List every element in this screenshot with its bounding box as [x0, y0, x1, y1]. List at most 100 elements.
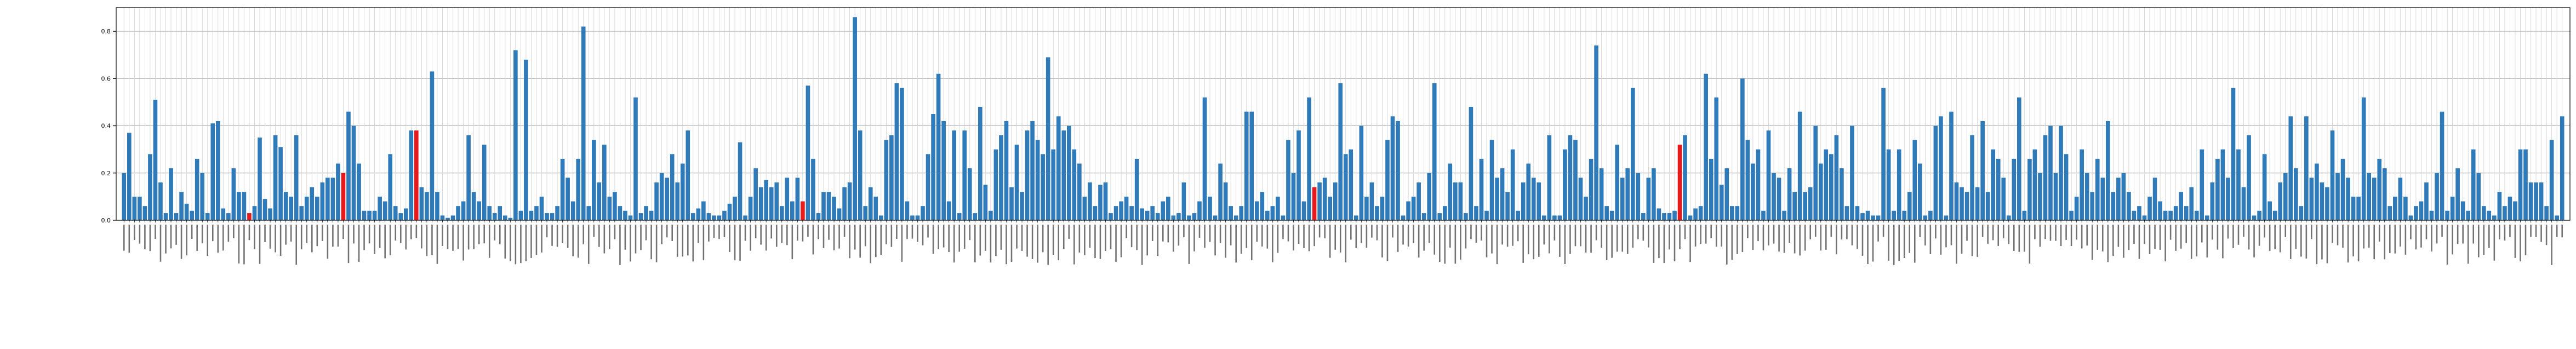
x-tick-label-placeholder	[1115, 225, 1117, 262]
x-tick-label-placeholder	[1590, 225, 1592, 253]
x-tick-label-placeholder	[1366, 225, 1368, 248]
x-tick-label-placeholder	[149, 225, 151, 251]
x-tick-label-placeholder	[2410, 225, 2412, 239]
x-tick-label-placeholder	[2237, 225, 2240, 245]
bar	[2419, 201, 2424, 220]
bar	[586, 206, 591, 220]
x-tick-label-placeholder	[802, 225, 804, 242]
bar	[2084, 173, 2089, 220]
x-tick-label-placeholder	[1094, 225, 1096, 259]
x-tick-label-placeholder	[1705, 225, 1707, 244]
bar	[2022, 210, 2027, 220]
bar	[1364, 196, 1369, 220]
x-tick-label-placeholder	[938, 225, 939, 249]
x-tick-label-placeholder	[1105, 225, 1106, 251]
x-tick-label-placeholder	[786, 225, 788, 245]
x-tick-label-placeholder	[1120, 225, 1122, 258]
bar	[1552, 215, 1557, 220]
x-tick-label-placeholder	[713, 225, 715, 238]
bar	[174, 213, 179, 220]
x-tick-label-placeholder	[1058, 225, 1060, 261]
bar	[158, 182, 163, 220]
x-tick-label-placeholder	[896, 225, 898, 239]
x-tick-label-placeholder	[1272, 225, 1273, 262]
bar	[1004, 121, 1009, 220]
bar	[1401, 215, 1406, 220]
x-tick-label-placeholder	[467, 225, 470, 250]
y-tick-label: 0.2	[101, 170, 111, 177]
x-tick-label-placeholder	[1559, 225, 1561, 257]
x-tick-label-placeholder	[870, 225, 872, 264]
x-tick-label-placeholder	[1971, 225, 1973, 256]
bar	[1526, 163, 1531, 220]
bar	[1093, 206, 1098, 220]
x-tick-label-placeholder	[2342, 225, 2344, 248]
bar	[2497, 192, 2502, 220]
x-tick-label-placeholder	[770, 225, 773, 239]
bar	[1276, 196, 1280, 220]
x-tick-label-placeholder	[316, 225, 318, 247]
bar	[2450, 196, 2455, 220]
y-tick-label: 0.4	[101, 123, 111, 130]
bar	[2523, 149, 2528, 220]
x-tick-label-placeholder	[1063, 225, 1065, 249]
x-tick-label-placeholder	[1799, 225, 1801, 256]
x-tick-label-placeholder	[1261, 225, 1263, 247]
bar	[2528, 182, 2533, 220]
bar	[1396, 121, 1400, 220]
x-tick-label-placeholder	[2305, 225, 2307, 259]
bar	[1531, 178, 1536, 220]
bar	[1594, 45, 1598, 220]
x-tick-label-placeholder	[650, 225, 652, 260]
x-tick-label-placeholder	[729, 225, 730, 252]
bar	[2382, 168, 2387, 220]
bar	[1923, 215, 1928, 220]
bar	[1672, 210, 1677, 220]
bar	[1745, 140, 1750, 220]
x-tick-label-placeholder	[671, 225, 673, 242]
bar	[1892, 210, 1896, 220]
bar	[1218, 163, 1223, 220]
x-tick-label-placeholder	[2101, 225, 2104, 251]
x-tick-label-placeholder	[1402, 225, 1404, 245]
bar	[2116, 178, 2121, 220]
bar	[148, 154, 152, 220]
x-tick-label-placeholder	[1178, 225, 1180, 246]
bar	[1657, 208, 1661, 220]
x-tick-label-placeholder	[1961, 225, 1963, 254]
x-tick-label-placeholder	[2133, 225, 2135, 244]
bar	[262, 199, 267, 220]
bar	[1630, 88, 1635, 220]
x-tick-label-placeholder	[598, 225, 600, 247]
bar	[2544, 206, 2549, 220]
bar	[367, 210, 372, 220]
x-tick-label-placeholder	[760, 225, 762, 245]
bar	[717, 215, 722, 220]
x-tick-label-placeholder	[1626, 225, 1629, 254]
bar	[1557, 215, 1562, 220]
x-tick-label-placeholder	[1021, 225, 1023, 251]
x-tick-label-placeholder	[927, 225, 929, 238]
bar	[1375, 206, 1379, 220]
bar	[1813, 125, 1818, 220]
x-tick-label-placeholder	[2044, 225, 2046, 239]
x-tick-label-placeholder	[332, 225, 334, 247]
x-tick-label-placeholder	[1386, 225, 1389, 261]
x-tick-label-placeholder	[932, 225, 934, 254]
x-tick-label-placeholder	[337, 225, 339, 247]
bar	[878, 215, 883, 220]
bar	[905, 201, 910, 220]
bar	[2549, 140, 2554, 220]
bar	[1155, 213, 1160, 220]
x-tick-label-placeholder	[1820, 225, 1822, 251]
bar	[1197, 201, 1202, 220]
x-tick-label-placeholder	[1611, 225, 1613, 258]
x-tick-label-placeholder	[1768, 225, 1769, 246]
bar	[2455, 168, 2460, 220]
bar	[1343, 154, 1348, 220]
x-tick-label-placeholder	[2452, 225, 2453, 255]
x-tick-label-placeholder	[1246, 225, 1248, 248]
bar	[226, 213, 231, 220]
bar	[2445, 210, 2449, 220]
x-tick-label-placeholder	[1731, 225, 1733, 260]
